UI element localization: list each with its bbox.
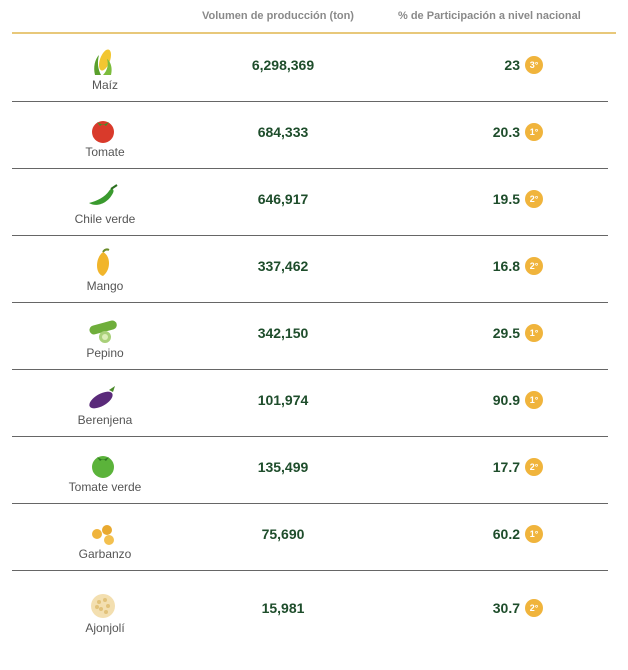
- share-value: 16.8: [492, 258, 520, 274]
- chili-pepper-icon: [89, 184, 118, 205]
- crop-name: Ajonjolí: [85, 621, 125, 635]
- table-row: Maíz 6,298,369 23 3°: [12, 34, 608, 102]
- sesame-icon: [91, 594, 115, 618]
- table-row: Garbanzo 75,690 60.2 1°: [12, 503, 608, 571]
- crop-name: Garbanzo: [78, 547, 132, 561]
- crop-cell: Garbanzo: [40, 503, 170, 570]
- crop-name: Chile verde: [74, 212, 136, 226]
- table-row: Ajonjolí 15,981 30.7 2°: [12, 577, 608, 644]
- share-value: 90.9: [492, 392, 520, 408]
- chickpea-icon: [92, 525, 114, 545]
- crop-name: Maíz: [91, 78, 118, 92]
- volume-value: 684,333: [257, 124, 309, 140]
- header-volume: Volumen de producción (ton): [202, 10, 354, 22]
- crop-cell: Tomate verde: [40, 436, 170, 503]
- table-row: Pepino 342,150 29.5 1°: [12, 302, 608, 370]
- share-value: 30.7: [492, 600, 520, 616]
- rank-badge: 1°: [525, 123, 543, 141]
- table-row: Tomate verde 135,499 17.7 2°: [12, 436, 608, 504]
- crop-cell: Berenjena: [40, 369, 170, 436]
- crop-name: Berenjena: [77, 413, 133, 427]
- crop-name: Pepino: [86, 346, 124, 360]
- volume-value: 135,499: [257, 459, 309, 475]
- crop-name: Tomate verde: [68, 480, 142, 494]
- rank-badge: 2°: [525, 190, 543, 208]
- table-row: Berenjena 101,974 90.9 1°: [12, 369, 608, 437]
- tomato-icon: [92, 121, 114, 143]
- volume-value: 15,981: [261, 600, 305, 616]
- rank-badge: 3°: [525, 56, 543, 74]
- green-tomato-icon: [92, 456, 114, 478]
- crop-cell: Ajonjolí: [40, 577, 170, 644]
- cucumber-icon: [89, 320, 117, 343]
- rank-badge: 1°: [525, 391, 543, 409]
- crop-cell: Maíz: [40, 34, 170, 101]
- crop-name: Tomate: [85, 145, 125, 159]
- mango-icon: [97, 248, 110, 276]
- crop-cell: Tomate: [40, 101, 170, 168]
- share-value: 60.2: [492, 526, 520, 542]
- share-value: 20.3: [492, 124, 520, 140]
- share-value: 29.5: [492, 325, 520, 341]
- share-value: 19.5: [492, 191, 520, 207]
- table-row: Chile verde 646,917 19.5 2°: [12, 168, 608, 236]
- rank-badge: 2°: [525, 458, 543, 476]
- eggplant-icon: [89, 386, 115, 409]
- crop-name: Mango: [86, 279, 124, 293]
- volume-value: 342,150: [257, 325, 309, 341]
- volume-value: 101,974: [257, 392, 309, 408]
- crop-cell: Pepino: [40, 302, 170, 369]
- rank-badge: 2°: [525, 257, 543, 275]
- crop-cell: Mango: [40, 235, 170, 302]
- crop-cell: Chile verde: [40, 168, 170, 235]
- share-value: 17.7: [492, 459, 520, 475]
- volume-value: 337,462: [257, 258, 309, 274]
- share-value: 23: [504, 57, 520, 73]
- volume-value: 6,298,369: [251, 57, 315, 73]
- header-share: % de Participación a nivel nacional: [398, 10, 581, 22]
- rank-badge: 1°: [525, 525, 543, 543]
- table-row: Tomate 684,333 20.3 1°: [12, 101, 608, 169]
- rank-badge: 1°: [525, 324, 543, 342]
- table-header: Volumen de producción (ton) % de Partici…: [12, 0, 616, 34]
- volume-value: 646,917: [257, 191, 309, 207]
- volume-value: 75,690: [261, 526, 305, 542]
- rank-badge: 2°: [525, 599, 543, 617]
- corn-icon: [94, 49, 112, 75]
- table-row: Mango 337,462 16.8 2°: [12, 235, 608, 303]
